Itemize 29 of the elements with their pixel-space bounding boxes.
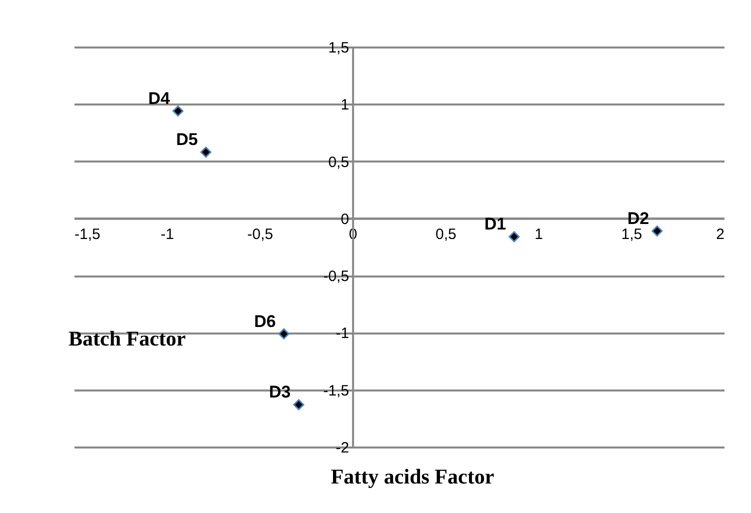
- point: [278, 328, 290, 340]
- annotation: D6: [254, 312, 276, 331]
- y-tick-label: -2: [336, 440, 350, 456]
- x-tick-label: 2: [716, 226, 724, 243]
- annotation: D5: [176, 130, 198, 150]
- point: [200, 146, 212, 158]
- point: [508, 231, 520, 242]
- x-tick-label: 1: [534, 226, 543, 243]
- x-axis-title: Fatty acids Factor: [330, 464, 494, 488]
- y-tick-label: -0,5: [323, 268, 350, 286]
- x-tick-label: -1: [160, 226, 174, 243]
- y-axis-title: Batch Factor: [68, 326, 186, 350]
- x-tick-label: 0,5: [436, 226, 456, 243]
- x-tick-label: -0,5: [247, 226, 274, 243]
- annotation: D1: [484, 214, 506, 234]
- y-tick-label: 0: [340, 210, 350, 228]
- point: [652, 226, 663, 236]
- annotation: D3: [268, 382, 291, 402]
- point: [293, 399, 304, 410]
- y-tick-label: 1: [340, 96, 350, 114]
- y-tick-label: -1,5: [323, 382, 350, 400]
- point: [172, 106, 184, 116]
- y-tick-label: -1: [336, 325, 350, 342]
- annotation: D4: [148, 89, 171, 108]
- y-tick-label: 0,5: [328, 154, 350, 171]
- x-tick-label: -1,5: [74, 226, 100, 243]
- y-tick-label: 1,5: [328, 40, 350, 56]
- x-tick-label: 1,5: [621, 226, 642, 243]
- annotation: D2: [627, 209, 650, 228]
